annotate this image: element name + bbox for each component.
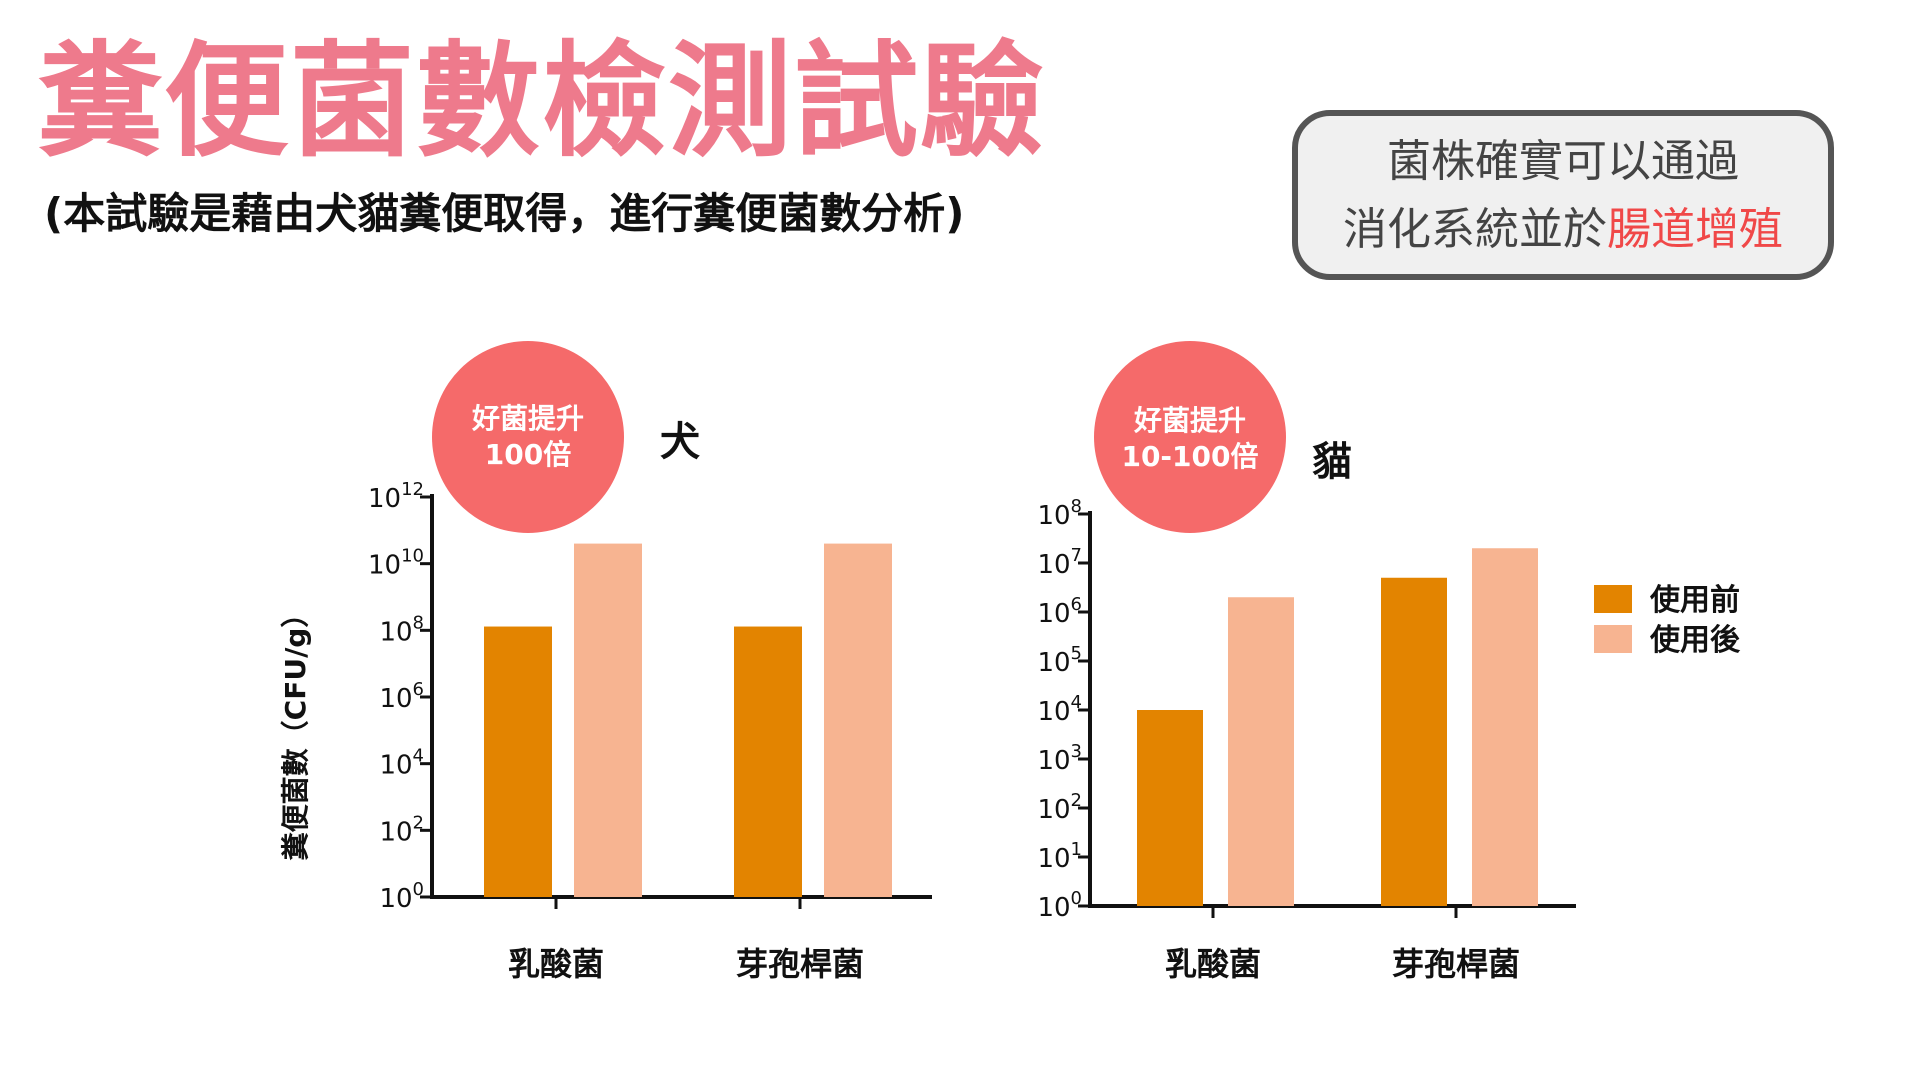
dog-bar-before <box>734 626 802 897</box>
callout-line-2-prefix: 消化系統並於 <box>1343 204 1607 255</box>
dog-badge-circle <box>432 341 624 533</box>
cat-y-tick-label: 105 <box>1037 643 1082 678</box>
dog-bar-after <box>824 543 892 897</box>
cat-badge-line-1: 好菌提升 <box>1133 404 1246 437</box>
dog-animal-label: 犬 <box>660 419 700 465</box>
dog-y-tick-label: 1010 <box>368 546 424 581</box>
legend-swatch-after <box>1594 625 1632 653</box>
cat-bar-after <box>1472 548 1538 906</box>
cat-bar-after <box>1228 597 1294 906</box>
cat-y-tick-label: 104 <box>1037 692 1082 727</box>
callout-line-2: 消化系統並於腸道增殖 <box>1298 196 1828 264</box>
callout-line-1: 菌株確實可以通過 <box>1387 136 1739 187</box>
cat-y-tick-label: 108 <box>1037 496 1082 531</box>
page-subtitle: (本試驗是藉由犬貓糞便取得，進行糞便菌數分析) <box>44 189 965 238</box>
legend-swatch-before <box>1594 585 1632 613</box>
cat-animal-label: 貓 <box>1312 439 1352 485</box>
dog-y-tick-label: 100 <box>379 879 424 914</box>
dog-bar-after <box>574 543 642 897</box>
dog-y-tick-label: 104 <box>379 746 424 781</box>
cat-badge-circle <box>1094 341 1286 533</box>
callout-highlight: 腸道增殖 <box>1607 204 1783 255</box>
page-title: 糞便菌數檢測試驗 <box>38 30 1047 174</box>
callout-box: 菌株確實可以通過 消化系統並於腸道增殖 <box>1292 110 1834 280</box>
dog-y-tick-label: 106 <box>379 679 424 714</box>
dog-category-label: 乳酸菌 <box>508 945 604 983</box>
cat-bar-before <box>1381 577 1447 906</box>
cat-chart: 好菌提升 10-100倍 貓 100 101 102 103 104 105 106 107 1… <box>1037 341 1576 983</box>
cat-y-tick-label: 106 <box>1037 594 1082 629</box>
dog-y-tick-label: 108 <box>379 612 424 647</box>
cat-category-label: 乳酸菌 <box>1165 945 1261 983</box>
dog-y-tick-label: 1012 <box>368 479 424 514</box>
dog-badge-line-2: 100倍 <box>485 438 571 471</box>
cat-category-label: 芽孢桿菌 <box>1392 945 1520 983</box>
cat-badge-line-2: 10-100倍 <box>1121 440 1258 473</box>
dog-y-axis-label: 糞便菌數（CFU/g） <box>279 600 312 861</box>
legend: 使用前 使用後 <box>1594 583 1741 658</box>
legend-label-after: 使用後 <box>1649 623 1741 658</box>
legend-label-before: 使用前 <box>1649 583 1740 618</box>
dog-chart: 好菌提升 100倍 犬 糞便菌數（CFU/g） 100 102 104 106 108 1… <box>279 341 932 983</box>
cat-y-tick-label: 107 <box>1037 545 1082 580</box>
cat-y-tick-label: 100 <box>1037 888 1082 923</box>
dog-category-label: 芽孢桿菌 <box>736 945 864 983</box>
dog-badge-line-1: 好菌提升 <box>471 402 584 435</box>
dog-bar-before <box>484 626 552 897</box>
cat-y-tick-label: 101 <box>1037 839 1082 874</box>
dog-y-tick-label: 102 <box>379 812 424 847</box>
cat-bar-before <box>1137 710 1203 906</box>
cat-y-tick-label: 103 <box>1037 741 1082 776</box>
cat-y-tick-label: 102 <box>1037 790 1082 825</box>
